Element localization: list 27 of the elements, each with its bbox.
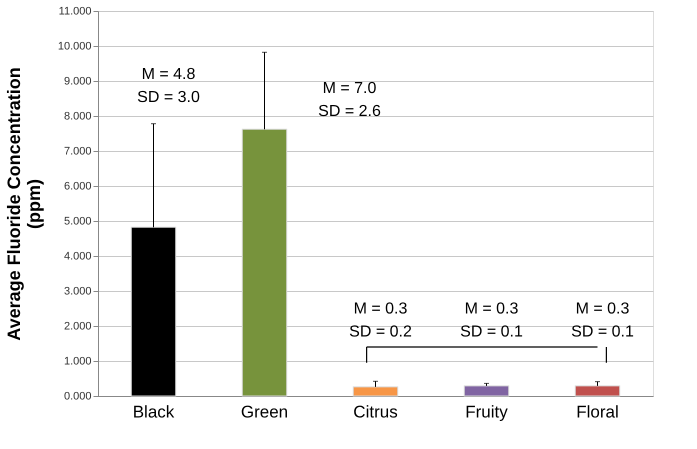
y-tick-label: 0.000 [64, 390, 92, 402]
bar [574, 385, 620, 396]
y-axis-title: Average Fluoride Concentration (ppm) [4, 67, 44, 341]
bar [464, 385, 510, 396]
x-tick-label: Citrus [353, 402, 398, 422]
y-tick-label: 3.000 [64, 286, 92, 298]
y-tick-label: 9.000 [64, 76, 92, 88]
y-tick-label: 7.000 [64, 146, 92, 158]
annotation: M = 7.0 SD = 2.6 [318, 80, 381, 120]
y-tick-label: 4.000 [64, 250, 92, 262]
annotation: M = 0.3 SD = 0.1 [460, 300, 523, 340]
y-tick-label: 5.000 [64, 216, 92, 228]
y-tick-label: 8.000 [64, 110, 92, 122]
annotation: M = 4.8 SD = 3.0 [137, 66, 200, 106]
y-tick-label: 1.000 [64, 356, 92, 368]
bar [242, 128, 288, 396]
x-tick-label: Fruity [465, 402, 508, 422]
x-tick-label: Floral [576, 402, 619, 422]
y-tick-label: 2.000 [64, 320, 92, 332]
bar [352, 386, 398, 396]
x-tick-label: Green [240, 402, 288, 422]
y-tick-label: 6.000 [64, 180, 92, 192]
annotation: M = 0.3 SD = 0.2 [349, 300, 412, 340]
annotation: M = 0.3 SD = 0.1 [571, 300, 634, 340]
y-tick-label: 11.000 [58, 6, 92, 18]
x-tick-label: Black [132, 402, 175, 422]
y-tick-label: 10.000 [58, 40, 92, 52]
